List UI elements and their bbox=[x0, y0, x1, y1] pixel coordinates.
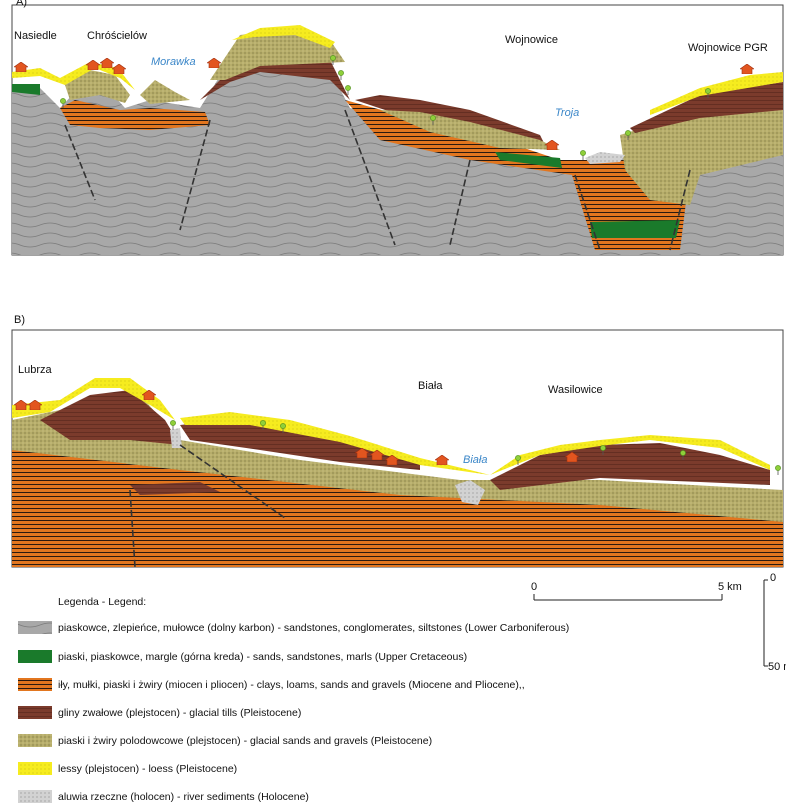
legend-item: gliny zwałowe (plejstocen) - glacial til… bbox=[58, 707, 301, 719]
diagram: A) Nasiedle Chróścielów Wojnowice Wojnow… bbox=[0, 0, 786, 804]
legend-item: piaski, piaskowce, margle (górna kreda) … bbox=[58, 651, 467, 663]
legend-item: piaskowce, zlepieńce, mułowce (dolny kar… bbox=[58, 622, 569, 634]
place-label: Nasiedle bbox=[14, 30, 57, 42]
river-label: Morawka bbox=[151, 56, 196, 68]
cretaceous bbox=[590, 220, 680, 238]
section-label: A) bbox=[16, 0, 27, 8]
legend-item: lessy (plejstocen) - loess (Pleistocene) bbox=[58, 763, 237, 775]
legend-swatch bbox=[18, 790, 52, 803]
place-label: Chróścielów bbox=[87, 30, 147, 42]
scale-label: 0 bbox=[770, 572, 776, 584]
river-label: Biała bbox=[463, 454, 487, 466]
place-label: Biała bbox=[418, 380, 443, 392]
legend-item: iły, mułki, piaski i żwiry (miocen i pli… bbox=[58, 679, 525, 691]
scale: 0 5 km 0 50 m bbox=[531, 572, 786, 673]
legend-item: piaski i żwiry polodowcowe (plejstocen) … bbox=[58, 735, 432, 747]
section-a: A) Nasiedle Chróścielów Wojnowice Wojnow… bbox=[12, 0, 783, 255]
legend-swatch bbox=[18, 650, 52, 663]
legend-swatch bbox=[18, 678, 52, 691]
legend-title: Legenda - Legend: bbox=[58, 596, 146, 608]
section-b: B) Lubrza Biała Wasilowice Biała bbox=[12, 314, 783, 567]
scale-label: 0 bbox=[531, 581, 537, 593]
river-label: Troja bbox=[555, 107, 579, 119]
scale-label: 50 m bbox=[768, 661, 786, 673]
legend-swatch bbox=[18, 706, 52, 719]
legend-swatch bbox=[18, 762, 52, 775]
legend: Legenda - Legend: piaskowce, zlepieńce, … bbox=[18, 596, 569, 803]
place-label: Wojnowice bbox=[505, 34, 558, 46]
place-label: Wasilowice bbox=[548, 384, 603, 396]
section-label: B) bbox=[14, 314, 25, 326]
place-label: Lubrza bbox=[18, 364, 53, 376]
scale-label: 5 km bbox=[718, 581, 742, 593]
legend-item: aluwia rzeczne (holocen) - river sedimen… bbox=[58, 791, 309, 803]
page: {"section_a": {"label": "A)", "places": … bbox=[0, 0, 786, 804]
place-label: Wojnowice PGR bbox=[688, 42, 768, 54]
legend-swatch bbox=[18, 734, 52, 747]
legend-swatch bbox=[18, 621, 52, 634]
